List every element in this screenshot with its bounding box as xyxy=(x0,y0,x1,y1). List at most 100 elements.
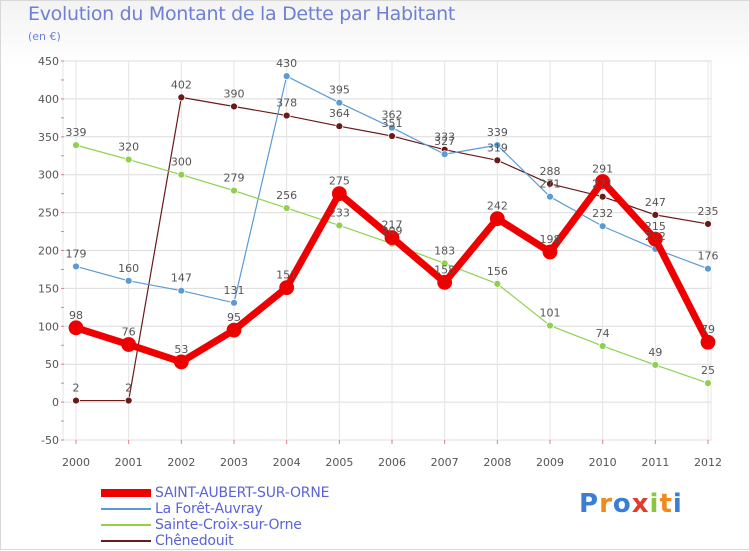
data-point xyxy=(335,122,344,131)
data-point xyxy=(437,274,453,290)
y-tick-label: -50 xyxy=(41,434,59,447)
data-label: 339 xyxy=(487,126,508,139)
data-label: 275 xyxy=(329,175,350,188)
data-label: 319 xyxy=(487,141,508,154)
data-label: 79 xyxy=(701,323,715,336)
logo-letter: o xyxy=(612,489,632,519)
legend-label: La Forêt-Auvray xyxy=(155,501,263,517)
legend-item: SAINT-AUBERT-SUR-ORNE xyxy=(101,485,329,501)
data-label: 247 xyxy=(645,196,666,209)
data-point xyxy=(173,354,189,370)
data-label: 2 xyxy=(73,382,80,395)
data-label: 2 xyxy=(125,382,132,395)
data-label: 209 xyxy=(382,225,403,238)
data-label: 279 xyxy=(224,172,245,185)
data-label: 53 xyxy=(174,343,188,356)
legend-label: SAINT-AUBERT-SUR-ORNE xyxy=(155,485,330,501)
data-label: 339 xyxy=(66,126,87,139)
chart-subtitle: (en €) xyxy=(28,30,61,43)
data-point xyxy=(595,174,611,189)
x-tick-label: 2006 xyxy=(378,456,406,469)
legend-swatch xyxy=(101,489,151,497)
data-label: 402 xyxy=(171,78,192,91)
data-label: 256 xyxy=(276,189,297,202)
data-point xyxy=(72,396,80,405)
legend-label: Chênedouit xyxy=(155,533,234,549)
data-point xyxy=(489,211,505,227)
data-point xyxy=(542,244,558,260)
y-tick-label: 350 xyxy=(38,131,59,144)
data-point xyxy=(226,322,242,338)
data-point xyxy=(647,231,663,247)
data-label: 151 xyxy=(276,269,297,282)
data-label: 362 xyxy=(382,109,403,122)
y-tick-label: 250 xyxy=(38,207,59,220)
data-label: 351 xyxy=(382,117,403,130)
y-tick-label: 400 xyxy=(38,93,59,106)
data-label: 235 xyxy=(698,205,719,218)
data-label: 291 xyxy=(592,163,613,176)
data-label: 271 xyxy=(540,178,561,191)
chart-legend: SAINT-AUBERT-SUR-ORNE La Forêt-Auvray Sain… xyxy=(101,485,329,549)
data-label: 320 xyxy=(118,141,139,154)
logo-letter: r xyxy=(599,489,613,519)
data-point xyxy=(230,186,238,195)
logo-letter: x xyxy=(631,489,650,519)
data-label: 76 xyxy=(122,325,136,338)
data-point xyxy=(598,192,607,201)
data-point xyxy=(651,210,660,219)
data-point xyxy=(177,286,186,295)
data-point xyxy=(493,279,502,288)
data-point xyxy=(335,98,344,107)
legend-item: Sainte-Croix-sur-Orne xyxy=(101,517,329,533)
data-label: 242 xyxy=(487,200,508,213)
data-point xyxy=(282,111,291,120)
x-tick-label: 2008 xyxy=(483,456,511,469)
data-point xyxy=(440,259,449,268)
data-point xyxy=(335,221,344,230)
logo-letter: i xyxy=(649,489,660,519)
y-tick-label: 300 xyxy=(38,169,59,182)
data-point xyxy=(121,337,137,352)
data-label: 300 xyxy=(171,156,192,169)
data-point xyxy=(546,192,554,201)
x-tick-label: 2007 xyxy=(431,456,459,469)
data-label: 131 xyxy=(224,284,245,297)
data-point xyxy=(230,102,238,111)
data-label: 98 xyxy=(69,309,83,322)
proxiti-logo: Proxiti xyxy=(579,489,683,519)
y-tick-label: 100 xyxy=(38,320,59,333)
data-point xyxy=(177,170,186,179)
data-point xyxy=(546,321,554,330)
data-point xyxy=(124,155,133,164)
data-label: 158 xyxy=(434,263,455,276)
y-tick-label: 50 xyxy=(45,358,59,371)
data-label: 156 xyxy=(487,265,508,278)
data-point xyxy=(279,280,295,296)
data-point xyxy=(700,334,716,350)
data-label: 232 xyxy=(592,207,613,220)
data-point xyxy=(282,204,291,212)
data-label: 49 xyxy=(648,346,662,359)
data-label: 271 xyxy=(592,178,613,191)
data-point xyxy=(388,132,396,140)
legend-item: Chênedouit xyxy=(101,533,329,549)
x-tick-label: 2000 xyxy=(62,456,90,469)
x-tick-label: 2011 xyxy=(641,456,669,469)
legend-label: Sainte-Croix-sur-Orne xyxy=(155,517,302,533)
data-label: 95 xyxy=(227,311,241,324)
y-tick-label: 200 xyxy=(38,245,59,258)
y-tick-label: 0 xyxy=(52,396,59,409)
data-label: 233 xyxy=(329,206,350,219)
data-label: 147 xyxy=(171,272,192,285)
data-label: 202 xyxy=(645,230,666,243)
data-label: 327 xyxy=(434,135,455,148)
data-label: 333 xyxy=(434,131,455,144)
data-point xyxy=(282,72,291,81)
data-point xyxy=(72,262,80,271)
x-tick-label: 2012 xyxy=(694,456,722,469)
x-tick-label: 2004 xyxy=(273,456,301,469)
data-point xyxy=(331,186,347,202)
data-label: 395 xyxy=(329,84,350,97)
x-tick-label: 2001 xyxy=(115,456,143,469)
